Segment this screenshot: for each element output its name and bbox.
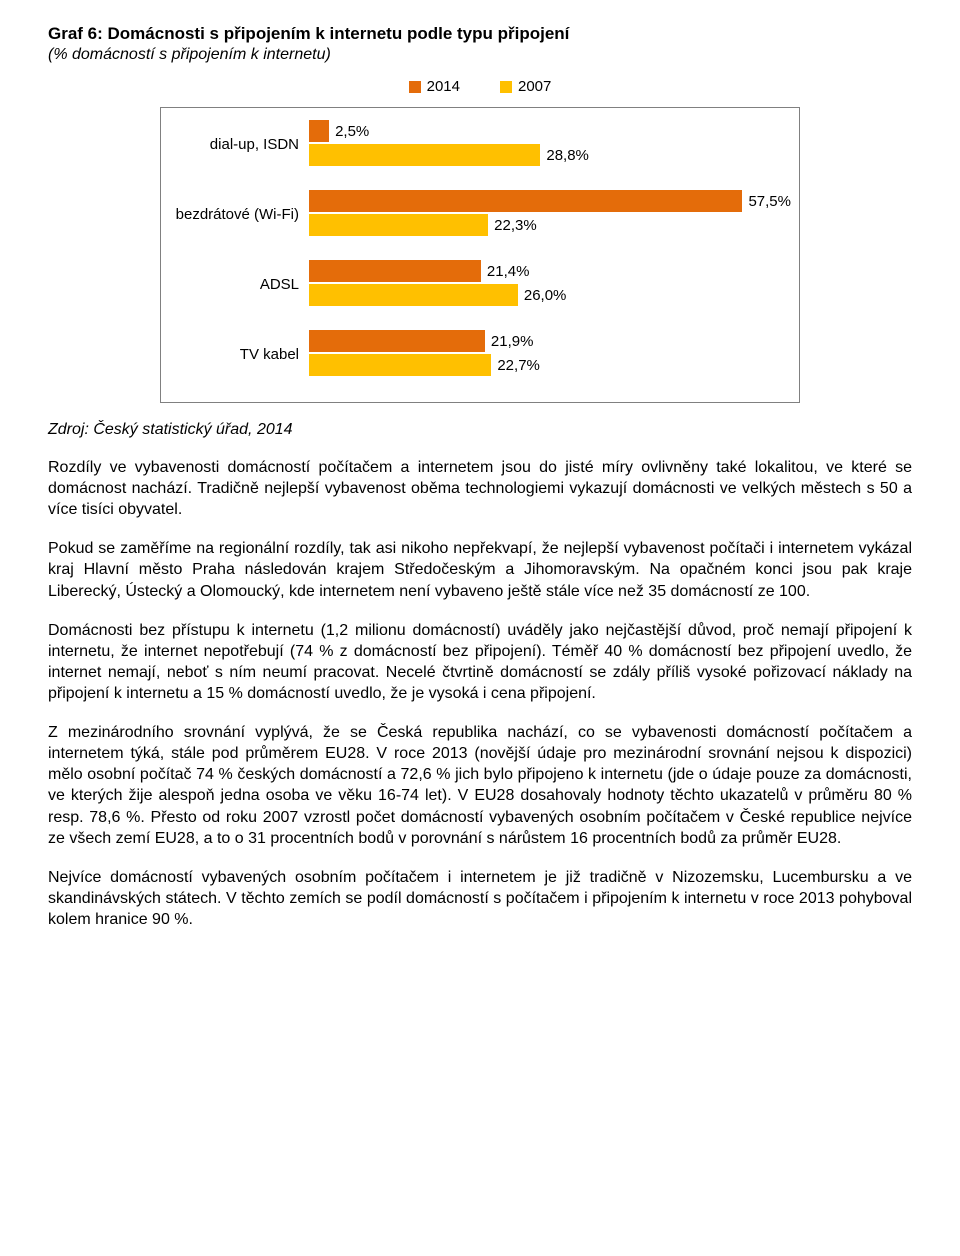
bar-value-label: 21,9% <box>485 333 534 350</box>
chart-category-row: TV kabel 21,9% 22,7% <box>169 330 791 378</box>
bar <box>309 284 518 306</box>
bar-value-label: 2,5% <box>329 123 369 140</box>
legend-item-2014: 2014 <box>409 78 460 95</box>
bar-line: 21,4% <box>309 260 791 282</box>
bar <box>309 330 485 352</box>
bar <box>309 144 540 166</box>
bar-line: 2,5% <box>309 120 791 142</box>
bar-line: 22,7% <box>309 354 791 376</box>
chart-category-row: bezdrátové (Wi-Fi) 57,5% 22,3% <box>169 190 791 238</box>
legend-item-2007: 2007 <box>500 78 551 95</box>
category-bars: 2,5% 28,8% <box>309 120 791 168</box>
chart: 2014 2007 dial-up, ISDN 2,5% 28,8% bezdráto… <box>160 78 800 403</box>
chart-category-row: ADSL 21,4% 26,0% <box>169 260 791 308</box>
chart-title: Graf 6: Domácnosti s připojením k intern… <box>48 24 912 44</box>
category-label: TV kabel <box>169 346 309 363</box>
chart-legend: 2014 2007 <box>160 78 800 95</box>
bar-line: 26,0% <box>309 284 791 306</box>
legend-swatch-2007 <box>500 81 512 93</box>
chart-plot-area: dial-up, ISDN 2,5% 28,8% bezdrátové (Wi-Fi)… <box>160 107 800 403</box>
bar-value-label: 26,0% <box>518 287 567 304</box>
page: Graf 6: Domácnosti s připojením k intern… <box>0 0 960 970</box>
category-label: dial-up, ISDN <box>169 136 309 153</box>
paragraph: Rozdíly ve vybavenosti domácností počíta… <box>48 457 912 520</box>
bar-value-label: 28,8% <box>540 147 589 164</box>
bar-value-label: 21,4% <box>481 263 530 280</box>
bar <box>309 190 742 212</box>
chart-source: Zdroj: Český statistický úřad, 2014 <box>48 421 912 439</box>
paragraph: Nejvíce domácností vybavených osobním po… <box>48 867 912 930</box>
chart-subtitle: (% domácností s připojením k internetu) <box>48 46 912 64</box>
legend-label: 2007 <box>518 78 551 95</box>
chart-category-row: dial-up, ISDN 2,5% 28,8% <box>169 120 791 168</box>
bar-value-label: 22,7% <box>491 357 540 374</box>
category-bars: 21,9% 22,7% <box>309 330 791 378</box>
bar <box>309 260 481 282</box>
bar-value-label: 22,3% <box>488 217 537 234</box>
category-bars: 57,5% 22,3% <box>309 190 791 238</box>
category-label: ADSL <box>169 276 309 293</box>
category-label: bezdrátové (Wi-Fi) <box>169 206 309 223</box>
category-bars: 21,4% 26,0% <box>309 260 791 308</box>
bar-value-label: 57,5% <box>742 193 791 210</box>
bar-line: 28,8% <box>309 144 791 166</box>
legend-label: 2014 <box>427 78 460 95</box>
bar-line: 22,3% <box>309 214 791 236</box>
bar-line: 21,9% <box>309 330 791 352</box>
legend-swatch-2014 <box>409 81 421 93</box>
bar-line: 57,5% <box>309 190 791 212</box>
paragraph: Domácnosti bez přístupu k internetu (1,2… <box>48 620 912 704</box>
bar <box>309 354 491 376</box>
bar <box>309 214 488 236</box>
bar <box>309 120 329 142</box>
paragraph: Pokud se zaměříme na regionální rozdíly,… <box>48 538 912 601</box>
paragraph: Z mezinárodního srovnání vyplývá, že se … <box>48 722 912 849</box>
